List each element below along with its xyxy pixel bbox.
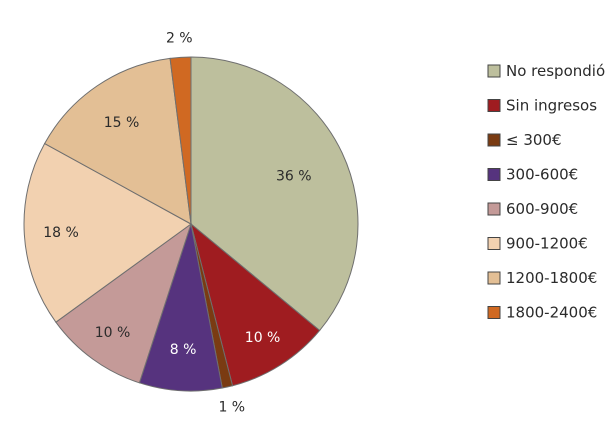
legend-label-900-1200: 900-1200€ — [506, 235, 588, 253]
legend-swatch-1200-1800 — [487, 271, 501, 285]
legend-label-1800-2400: 1800-2400€ — [506, 304, 597, 322]
pie-slice-600-900 — [55, 222, 192, 384]
legend-label-600-900: 600-900€ — [506, 200, 578, 218]
legend-label-sin-ingresos: Sin ingresos — [506, 97, 597, 115]
legend-label-lte-300: ≤ 300€ — [506, 131, 562, 149]
legend-swatch-300-600 — [487, 168, 501, 181]
legend-swatch-1800-2400 — [487, 306, 501, 319]
legend-label-300-600: 300-600€ — [506, 166, 578, 184]
pie-slice-sin-ingresos — [190, 222, 321, 387]
legend-swatch-900-1200 — [487, 237, 501, 250]
legend-swatch-600-900 — [487, 202, 501, 216]
slice-label-1200-1800: 15 % — [104, 115, 140, 131]
pie-slice-no-respondio — [190, 56, 359, 332]
pie-slice-900-1200 — [23, 142, 192, 323]
slice-label-1800-2400: 2 % — [166, 30, 193, 46]
pie-slices — [23, 56, 359, 392]
legend-label-no-respondio: No respondió — [506, 62, 605, 80]
legend-swatch-sin-ingresos — [487, 99, 501, 112]
slice-label-no-respondio: 36 % — [276, 169, 312, 185]
slice-label-900-1200: 18 % — [43, 225, 79, 241]
slice-label-300-600: 8 % — [170, 342, 197, 358]
slice-label-lte-300: 1 % — [218, 400, 245, 416]
legend: No respondió Sin ingresos ≤ 300€ 300-600€ 60… — [487, 62, 605, 322]
pie-slice-1200-1800 — [43, 57, 192, 225]
legend-swatch-no-respondio — [487, 64, 501, 78]
pie-labels: 36 % 10 % 1 % 8 % 10 % 18 % 15 % 2 % — [43, 30, 311, 415]
slice-label-600-900: 10 % — [95, 325, 131, 341]
pie-slice-1800-2400 — [169, 56, 192, 225]
legend-swatch-lte-300 — [487, 133, 501, 147]
legend-label-1200-1800: 1200-1800€ — [506, 269, 597, 287]
slice-label-sin-ingresos: 10 % — [245, 330, 281, 346]
